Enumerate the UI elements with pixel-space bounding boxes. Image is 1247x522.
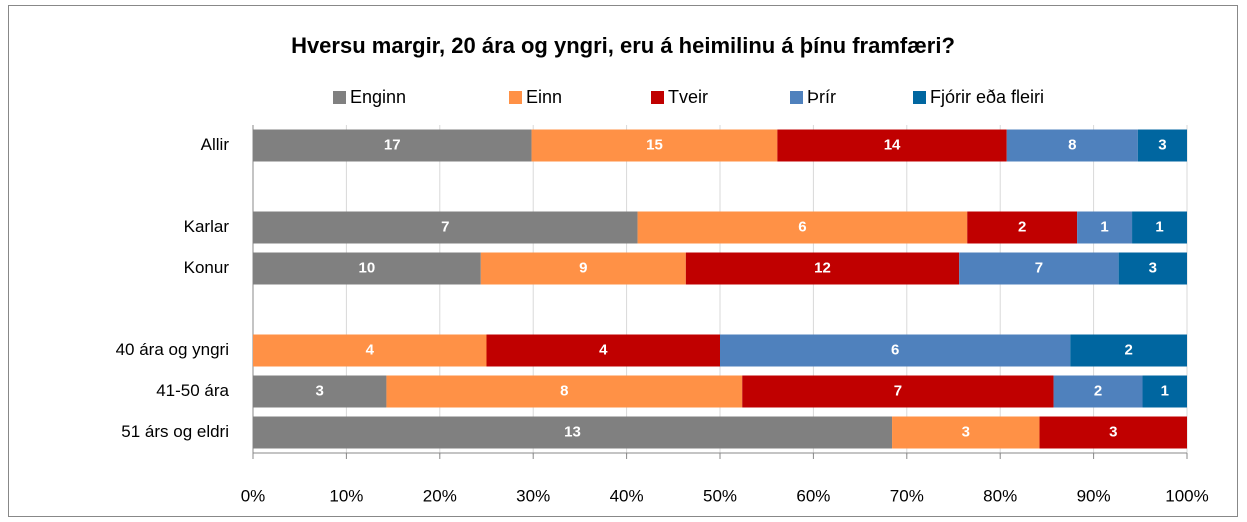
y-tick-label: 51 árs og eldri <box>121 422 229 441</box>
data-label: 14 <box>884 136 901 153</box>
data-label: 3 <box>962 423 970 440</box>
bar-segment <box>1142 375 1187 408</box>
data-label: 12 <box>814 259 831 276</box>
bar-segment <box>386 375 743 408</box>
x-tick-label: 90% <box>1077 486 1111 505</box>
bar-segment <box>637 211 968 244</box>
data-label: 1 <box>1100 218 1108 235</box>
bar-segment <box>253 211 638 244</box>
bar-segment <box>1070 334 1187 367</box>
bar-segment <box>685 252 960 285</box>
y-tick-label: Konur <box>184 258 230 277</box>
data-label: 4 <box>366 341 375 358</box>
y-tick-label: Karlar <box>184 217 230 236</box>
data-label: 7 <box>894 382 902 399</box>
legend-label: Þrír <box>807 87 836 107</box>
bar-segment <box>480 252 686 285</box>
bar-segment <box>1132 211 1187 244</box>
x-tick-label: 30% <box>516 486 550 505</box>
data-label: 6 <box>798 218 806 235</box>
x-tick-label: 10% <box>329 486 363 505</box>
x-tick-label: 0% <box>241 486 266 505</box>
data-label: 17 <box>384 136 401 153</box>
bar-segment <box>742 375 1054 408</box>
data-label: 7 <box>441 218 449 235</box>
bar-segment <box>892 416 1040 449</box>
bar-segment <box>531 129 778 162</box>
data-label: 10 <box>359 259 376 276</box>
data-label: 8 <box>1068 136 1076 153</box>
data-label: 4 <box>599 341 608 358</box>
bar-segment <box>253 416 893 449</box>
data-label: 2 <box>1124 341 1132 358</box>
data-label: 6 <box>891 341 899 358</box>
data-label: 7 <box>1035 259 1043 276</box>
x-tick-label: 100% <box>1165 486 1208 505</box>
data-label: 3 <box>1109 423 1117 440</box>
bar-segment <box>1118 252 1187 285</box>
data-label: 15 <box>646 136 663 153</box>
x-tick-label: 50% <box>703 486 737 505</box>
chart-title: Hversu margir, 20 ára og yngri, eru á he… <box>291 33 955 58</box>
bar-segment <box>1006 129 1138 162</box>
bar-segment <box>777 129 1007 162</box>
y-tick-label: 41-50 ára <box>156 381 229 400</box>
bar-segment <box>1077 211 1133 244</box>
bar-segment <box>967 211 1078 244</box>
legend-swatch <box>790 91 803 104</box>
legend-swatch <box>333 91 346 104</box>
x-tick-label: 80% <box>983 486 1017 505</box>
data-label: 3 <box>1149 259 1157 276</box>
data-label: 1 <box>1155 218 1163 235</box>
data-label: 8 <box>560 382 568 399</box>
y-tick-label: 40 ára og yngri <box>116 340 229 359</box>
data-label: 9 <box>579 259 587 276</box>
x-tick-label: 20% <box>423 486 457 505</box>
legend-label: Tveir <box>668 87 708 107</box>
data-label: 2 <box>1018 218 1026 235</box>
legend-swatch <box>509 91 522 104</box>
x-tick-label: 40% <box>610 486 644 505</box>
bar-segment <box>486 334 720 367</box>
legend-swatch <box>651 91 664 104</box>
data-label: 2 <box>1094 382 1102 399</box>
data-label: 1 <box>1161 382 1169 399</box>
data-label: 3 <box>316 382 324 399</box>
bar-segment <box>1039 416 1187 449</box>
bar-segment <box>959 252 1119 285</box>
legend-label: Fjórir eða fleiri <box>930 87 1044 107</box>
bar-segment <box>253 129 532 162</box>
bar-segment <box>1137 129 1187 162</box>
legend-swatch <box>913 91 926 104</box>
bar-segment <box>253 252 481 285</box>
data-label: 13 <box>564 423 581 440</box>
legend-label: Enginn <box>350 87 406 107</box>
data-label: 3 <box>1158 136 1166 153</box>
bar-segment <box>253 334 487 367</box>
x-tick-label: 60% <box>796 486 830 505</box>
legend-label: Einn <box>526 87 562 107</box>
x-tick-label: 70% <box>890 486 924 505</box>
bar-segment <box>720 334 1071 367</box>
bar-segment <box>1053 375 1143 408</box>
bar-segment <box>253 375 387 408</box>
y-tick-label: Allir <box>201 135 230 154</box>
